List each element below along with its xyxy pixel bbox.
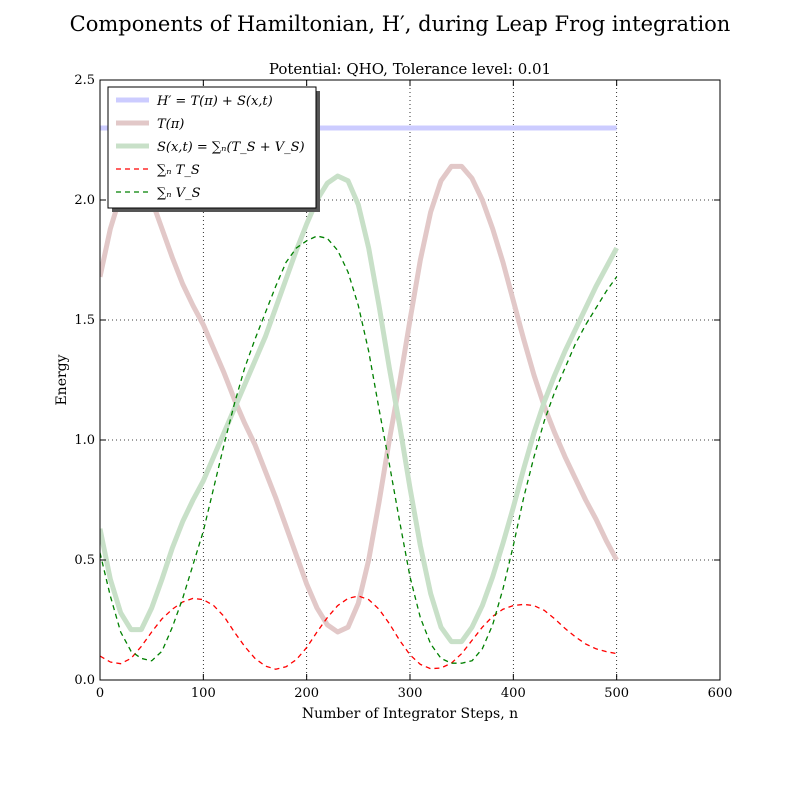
x-tick-label: 100 — [191, 686, 216, 701]
y-tick-label: 1.5 — [74, 313, 95, 328]
y-tick-label: 0.5 — [74, 553, 95, 568]
y-tick-label: 2.5 — [74, 73, 95, 88]
series-line-3 — [100, 173, 619, 645]
legend: H′ = T(π) + S(x,t) T(π) S(x,t) = ∑ₙ(T_S + … — [107, 86, 320, 212]
legend-label-2: T(π) — [157, 117, 184, 132]
legend-label-5: ∑ₙ V_S — [157, 186, 201, 201]
x-tick-label: 200 — [294, 686, 319, 701]
chart-subtitle: Potential: QHO, Tolerance level: 0.01 — [269, 60, 551, 78]
x-tick-label: 300 — [398, 686, 423, 701]
x-axis-label: Number of Integrator Steps, n — [302, 706, 518, 722]
y-axis-label: Energy — [54, 354, 70, 405]
y-tick-label: 0.0 — [74, 673, 95, 688]
series-line-5 — [100, 235, 618, 664]
y-tick-label: 1.0 — [74, 433, 95, 448]
series-line-4 — [100, 595, 617, 670]
x-tick-label: 400 — [501, 686, 526, 701]
y-tick-label: 2.0 — [74, 193, 95, 208]
chart-title: Components of Hamiltonian, H′, during Le… — [70, 12, 731, 36]
x-tick-label: 600 — [708, 686, 733, 701]
legend-label-1: H′ = T(π) + S(x,t) — [156, 94, 273, 109]
legend-label-3: S(x,t) = ∑ₙ(T_S + V_S) — [157, 140, 305, 155]
x-tick-label: 500 — [604, 686, 629, 701]
ticks: 0 100 200 300 400 500 600 0.0 0.5 1.0 1.5 2.0 2.5 — [74, 73, 732, 701]
legend-label-4: ∑ₙ T_S — [157, 163, 200, 178]
x-tick-label: 0 — [96, 686, 104, 701]
series-line-2 — [100, 163, 619, 635]
